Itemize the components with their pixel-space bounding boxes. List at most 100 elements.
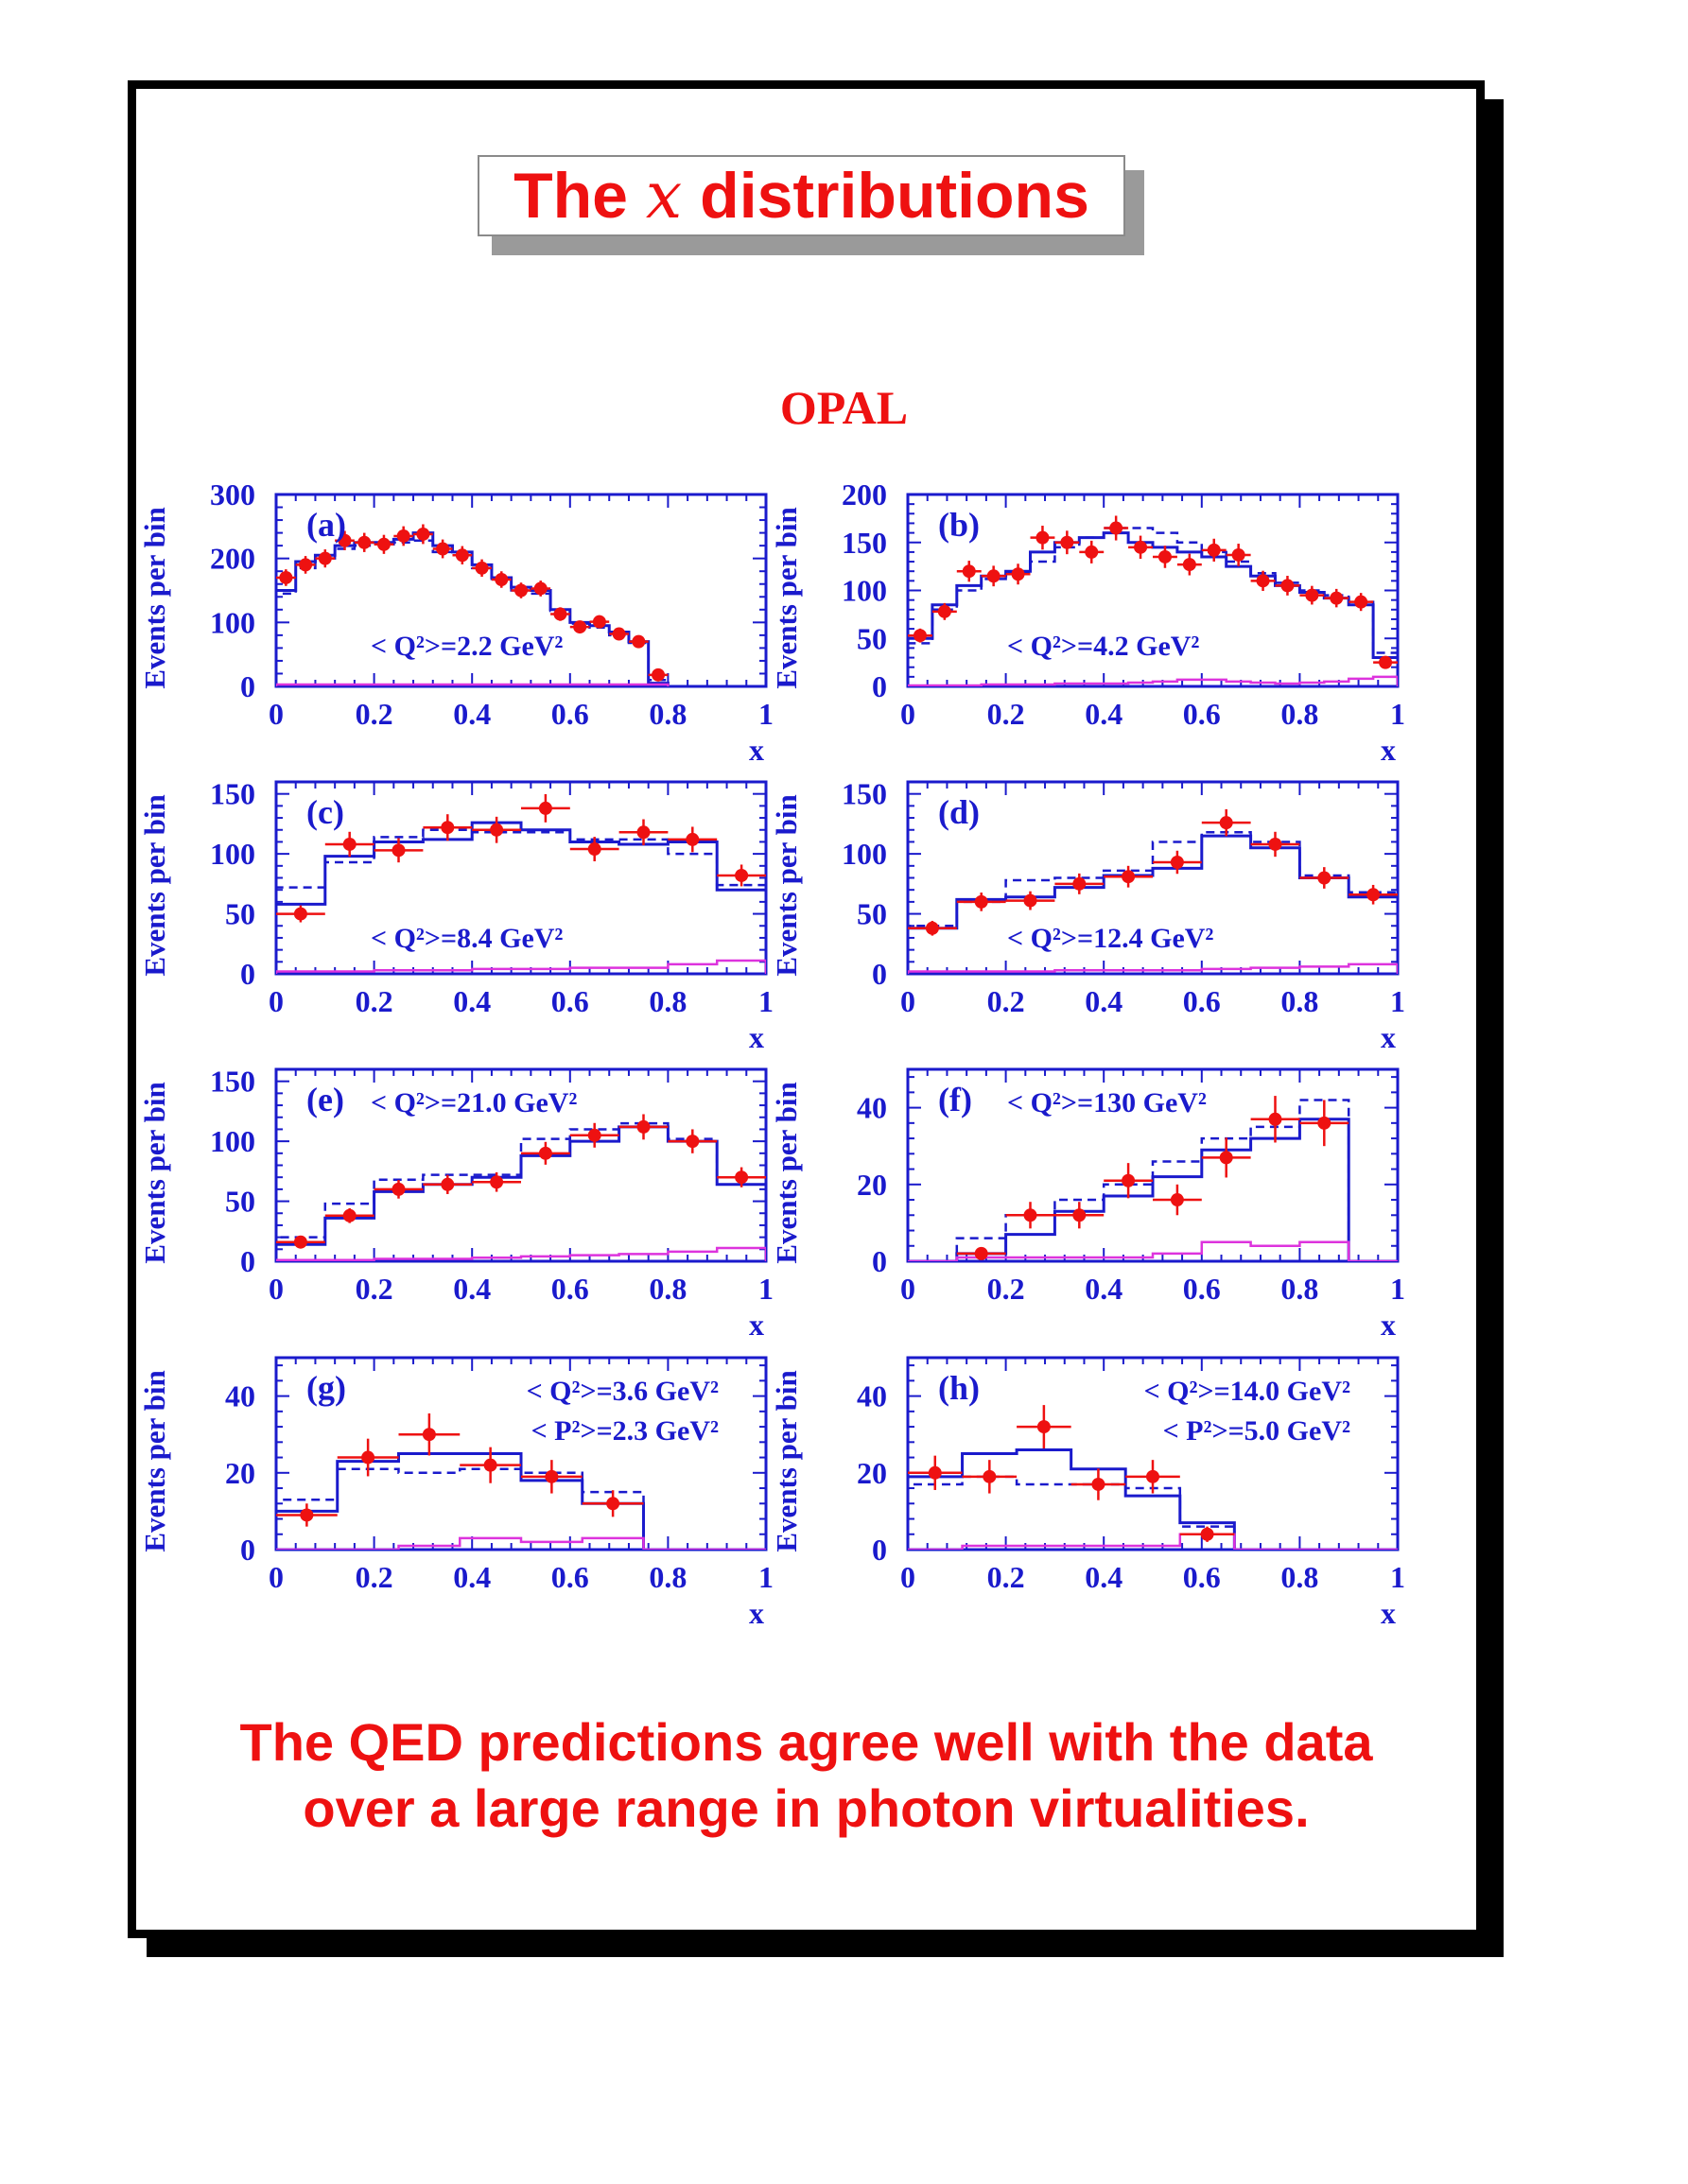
y-tick-label: 50 [225,897,255,931]
y-tick-label: 50 [225,1185,255,1219]
y-axis-label: Events per bin [770,1082,803,1263]
data-point [475,561,489,575]
x-tick-label: 0.2 [987,697,1025,731]
x-tick-label: 0.4 [453,1272,491,1306]
y-tick-label: 150 [210,777,255,811]
histogram-panel-b: 0 0.2 0.4 0.6 0.8 1x 0 50 100 150 200 Events per bi… [770,477,1405,767]
x-tick-label: 0.4 [1085,1560,1122,1594]
data-point [1207,543,1221,557]
x-tick-label: 1 [1390,697,1405,731]
data-point [1146,1469,1159,1483]
title-suffix: distributions [700,160,1089,232]
data-point [636,1119,651,1134]
data-point [735,1170,749,1185]
plot-frame [906,1356,1400,1551]
prediction-dashed-histogram [908,527,1398,686]
histogram-panel-f: 0 0.2 0.4 0.6 0.8 1x 0 20 40 Events per bin (f) < Q… [770,1067,1405,1342]
data-point [1122,870,1136,884]
x-axis-label: x [749,1596,764,1630]
x-tick-label: 0.2 [987,1272,1025,1306]
data-point [1182,558,1196,572]
prediction-dashed-histogram [908,1099,1398,1261]
data-point [538,1146,552,1160]
y-tick-label: 0 [240,957,255,991]
data-point [1091,1477,1105,1491]
y-tick-label: 150 [842,526,887,560]
data-point [974,894,988,909]
x-tick-label: 0.8 [1280,697,1318,731]
y-tick-label: 40 [225,1379,255,1413]
data-point [1170,1193,1184,1207]
y-axis-label: Events per bin [138,794,171,976]
x-tick-label: 0 [900,1272,915,1306]
data-point [1256,574,1270,588]
background-histogram [908,1533,1398,1550]
panel-label: (b) [938,506,980,544]
data-point [1170,856,1184,870]
x-axis-label: x [749,1020,764,1054]
data-point [1219,1151,1233,1165]
data-point [1134,540,1148,554]
y-tick-label: 150 [210,1065,255,1099]
x-tick-label: 0.2 [356,984,393,1018]
prediction-dashed-histogram [908,1475,1398,1550]
x-tick-label: 0.4 [453,1560,491,1594]
caption-line-2: over a large range in photon virtualitie… [303,1778,1310,1838]
x-tick-label: 0.2 [987,984,1025,1018]
y-axis-label: Events per bin [138,1370,171,1551]
data-point [293,1235,307,1249]
x-tick-label: 1 [758,1272,774,1306]
panel-annotation: < Q²>=14.0 GeV² [1144,1376,1350,1407]
y-tick-label: 20 [857,1168,887,1202]
y-tick-label: 100 [210,837,255,871]
x-tick-label: 0 [269,1272,284,1306]
panel-label: (h) [938,1369,980,1407]
data-point [396,529,410,543]
data-point [455,548,469,563]
x-tick-label: 1 [1390,1272,1405,1306]
data-point [974,1246,988,1260]
slide-frame [128,80,1485,1938]
x-tick-label: 0.6 [1183,984,1221,1018]
panel-annotation: < Q²>=4.2 GeV² [1007,631,1199,662]
x-tick-label: 0.8 [649,1560,687,1594]
background-histogram [908,962,1398,974]
x-tick-label: 0.4 [1085,1272,1122,1306]
x-tick-label: 0.4 [1085,984,1122,1018]
data-point [1072,1208,1087,1222]
background-histogram [276,683,670,686]
x-axis-label: x [1381,733,1396,767]
data-point [490,823,504,837]
data-point [495,572,509,586]
data-point [342,1208,357,1222]
panel-annotation: < Q²>=130 GeV² [1007,1087,1207,1118]
data-point [587,842,601,857]
y-tick-label: 0 [872,669,887,703]
data-point [1268,837,1282,851]
caption-line-1: The QED predictions agree well with the … [239,1712,1373,1772]
x-tick-label: 0 [269,1560,284,1594]
data-point [1354,595,1368,609]
y-tick-label: 50 [857,897,887,931]
x-axis-label: x [1381,1020,1396,1054]
data-point [1060,535,1074,549]
background-histogram [276,1246,766,1261]
y-tick-label: 200 [842,477,887,511]
data-point [937,604,951,618]
x-tick-label: 1 [1390,984,1405,1018]
data-point [553,607,567,621]
x-tick-label: 1 [1390,1560,1405,1594]
data-point [612,627,626,641]
y-axis-label: Events per bin [770,507,803,688]
x-tick-label: 1 [758,984,774,1018]
x-tick-label: 0 [900,984,915,1018]
y-tick-label: 0 [872,957,887,991]
x-tick-label: 1 [758,697,774,731]
data-point [1122,1173,1136,1187]
data-point [441,1177,455,1191]
x-axis-label: x [749,733,764,767]
x-tick-label: 0.4 [453,697,491,731]
data-point [983,1469,997,1483]
data-point [925,921,939,935]
slide-title: The x distributions [478,155,1125,236]
